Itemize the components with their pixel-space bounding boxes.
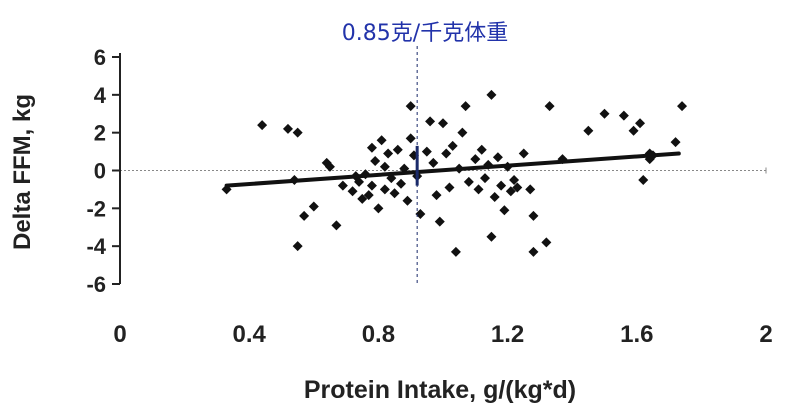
x-tick-label: 0.8 — [362, 321, 395, 348]
data-point — [402, 195, 413, 206]
data-point — [363, 190, 374, 201]
data-point — [486, 89, 497, 100]
data-point — [392, 144, 403, 155]
data-point — [489, 191, 500, 202]
y-tick-label: 0 — [94, 159, 106, 184]
x-tick-label: 0.4 — [233, 321, 267, 348]
data-point — [376, 135, 387, 146]
grid-layer — [120, 167, 767, 174]
data-point — [518, 148, 529, 159]
data-point — [347, 186, 358, 197]
data-point — [331, 220, 342, 231]
data-point — [447, 140, 458, 151]
y-axis-title: Delta FFM, kg — [9, 94, 36, 250]
x-tick-label: 1.2 — [491, 321, 524, 348]
data-point — [428, 157, 439, 168]
data-point — [628, 125, 639, 136]
data-point — [635, 118, 646, 129]
data-point — [544, 101, 555, 112]
data-point — [373, 203, 384, 214]
data-point — [618, 110, 629, 121]
data-point — [444, 182, 455, 193]
data-point — [509, 174, 520, 185]
data-point — [337, 180, 348, 191]
data-point — [599, 108, 610, 119]
data-point — [473, 184, 484, 195]
data-point — [299, 210, 310, 221]
data-point — [257, 120, 268, 131]
data-point — [463, 176, 474, 187]
y-tick-label: 4 — [94, 83, 107, 108]
data-point — [415, 209, 426, 220]
data-point — [354, 176, 365, 187]
y-tick-label: -4 — [86, 234, 106, 259]
data-point — [366, 142, 377, 153]
data-point — [308, 201, 319, 212]
data-point — [476, 144, 487, 155]
data-point — [441, 148, 452, 159]
data-point — [405, 133, 416, 144]
data-point — [292, 127, 303, 138]
data-point — [670, 137, 681, 148]
data-point — [366, 180, 377, 191]
data-point — [405, 101, 416, 112]
x-tick-label: 0 — [113, 321, 126, 348]
y-tick-label: 6 — [94, 45, 106, 70]
data-point — [425, 116, 436, 127]
data-point — [492, 152, 503, 163]
data-point — [505, 186, 516, 197]
y-tick-label: -2 — [86, 196, 106, 221]
y-tick-label: 2 — [94, 121, 106, 146]
data-point — [282, 123, 293, 134]
data-point — [379, 161, 390, 172]
data-point — [457, 127, 468, 138]
data-point — [486, 231, 497, 242]
y-tick-label: -6 — [86, 272, 106, 297]
data-point — [583, 125, 594, 136]
trend-line — [224, 151, 681, 188]
x-axis-title: Protein Intake, g/(kg*d) — [304, 376, 576, 404]
data-point — [638, 174, 649, 185]
x-tick-label: 1.6 — [620, 321, 653, 348]
data-point — [450, 246, 461, 257]
data-point — [496, 180, 507, 191]
data-point — [528, 246, 539, 257]
data-point — [479, 173, 490, 184]
data-point — [470, 154, 481, 165]
reference-line-label: 0.85克/千克体重 — [342, 21, 508, 46]
data-point — [379, 184, 390, 195]
axes-layer — [112, 53, 121, 285]
data-point — [434, 216, 445, 227]
data-point — [383, 148, 394, 159]
data-point — [512, 182, 523, 193]
data-point — [389, 188, 400, 199]
data-point — [460, 101, 471, 112]
data-point — [438, 118, 448, 129]
x-tick-label: 2 — [759, 321, 772, 348]
data-point — [292, 241, 303, 252]
data-point — [357, 193, 368, 204]
data-point — [525, 184, 536, 195]
data-point — [677, 101, 688, 112]
data-point — [421, 146, 432, 157]
data-point — [431, 190, 442, 201]
data-point — [541, 237, 552, 248]
data-point — [499, 205, 510, 216]
tick-labels: 6 4 2 0 -2 -4 -6 0 0.4 0.8 1.2 1.6 2 — [86, 45, 772, 348]
points-layer — [221, 89, 688, 257]
data-point — [528, 210, 539, 221]
data-point — [396, 178, 407, 189]
data-point — [370, 156, 381, 167]
data-point — [324, 161, 335, 172]
